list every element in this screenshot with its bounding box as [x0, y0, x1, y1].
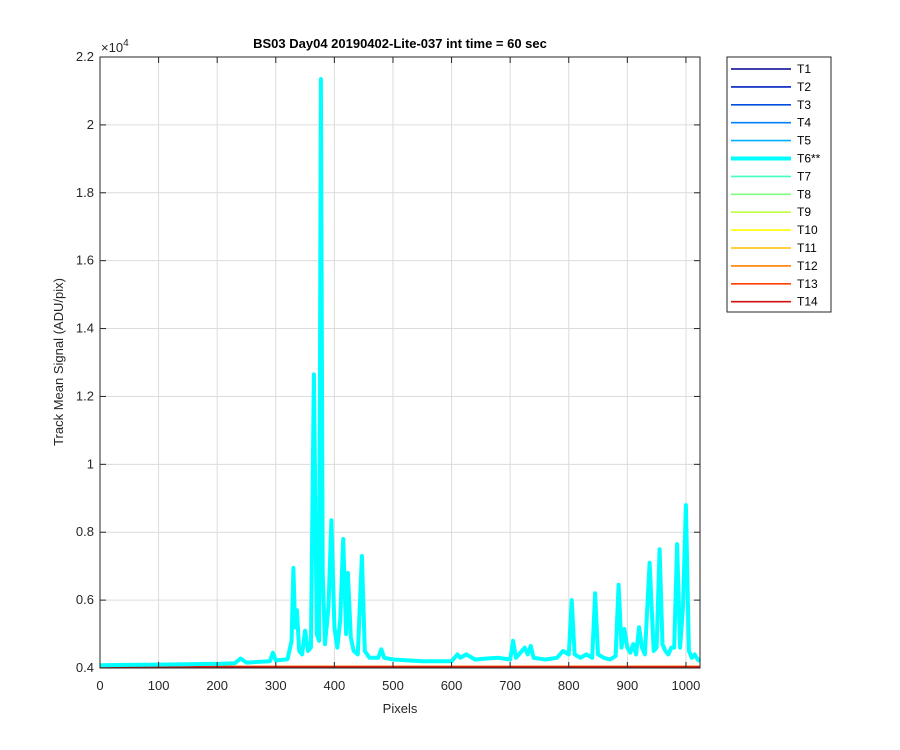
x-tick-label: 500 — [382, 678, 404, 693]
y-tick-label: 1 — [87, 456, 94, 471]
legend-label-t7: T7 — [797, 169, 811, 183]
y-tick-label: 2.2 — [76, 49, 94, 64]
legend-label-t4: T4 — [797, 116, 811, 130]
y-exponent-power: 4 — [123, 38, 129, 49]
x-tick-label: 1000 — [671, 678, 700, 693]
legend-label-t14: T14 — [797, 295, 818, 309]
x-tick-label: 200 — [206, 678, 228, 693]
x-tick-label: 400 — [324, 678, 346, 693]
x-tick-label: 0 — [96, 678, 103, 693]
y-axis-label: Track Mean Signal (ADU/pix) — [51, 278, 66, 446]
legend: T1 T2 T3 T4 T5 T6** T7 T8 T9 T10 T11 T12 T13 T14 — [726, 56, 832, 313]
y-exponent-base: ×10 — [101, 40, 123, 55]
axes-box — [99, 56, 701, 669]
x-tick-label: 300 — [265, 678, 287, 693]
x-tick-label: 600 — [441, 678, 463, 693]
y-tick-label: 2 — [87, 117, 94, 132]
legend-label-t6: T6** — [797, 152, 821, 166]
x-tick-label: 900 — [616, 678, 638, 693]
legend-label-t8: T8 — [797, 187, 811, 201]
y-tick-label: 0.6 — [76, 592, 94, 607]
legend-label-t9: T9 — [797, 205, 811, 219]
x-tick-label: 800 — [558, 678, 580, 693]
legend-label-t11: T11 — [797, 241, 817, 255]
y-tick-label: 1.8 — [76, 185, 94, 200]
y-tick-label: 1.2 — [76, 388, 94, 403]
legend-items: T1 T2 T3 T4 T5 T6** T7 T8 T9 T10 T11 T12 T13 T14 — [731, 62, 821, 309]
plot-area: 0 100 200 300 400 500 600 700 800 900 1000 0.4 0.6 0.… — [76, 49, 702, 693]
axis-ticks: 0 100 200 300 400 500 600 700 800 900 1000 0.4 0.6 0.… — [76, 49, 700, 693]
legend-label-t13: T13 — [797, 277, 818, 291]
x-axis-label: Pixels — [383, 701, 418, 716]
legend-label-t12: T12 — [797, 259, 818, 273]
legend-label-t5: T5 — [797, 134, 811, 148]
y-tick-label: 1.6 — [76, 253, 94, 268]
x-tick-label: 100 — [148, 678, 170, 693]
y-tick-label: 1.4 — [76, 321, 94, 336]
axes-background — [100, 57, 700, 668]
legend-label-t10: T10 — [797, 223, 818, 237]
series-line-t6 — [99, 77, 702, 668]
y-exponent-label: ×104 — [101, 38, 129, 55]
series-lines — [99, 77, 702, 668]
legend-label-t1: T1 — [797, 62, 811, 76]
x-tick-label: 700 — [499, 678, 521, 693]
chart-title: BS03 Day04 20190402-Lite-037 int time = … — [253, 36, 547, 51]
legend-box — [726, 56, 832, 313]
legend-label-t3: T3 — [797, 98, 811, 112]
legend-label-t2: T2 — [797, 80, 811, 94]
y-tick-label: 0.8 — [76, 524, 94, 539]
y-tick-label: 0.4 — [76, 660, 94, 675]
